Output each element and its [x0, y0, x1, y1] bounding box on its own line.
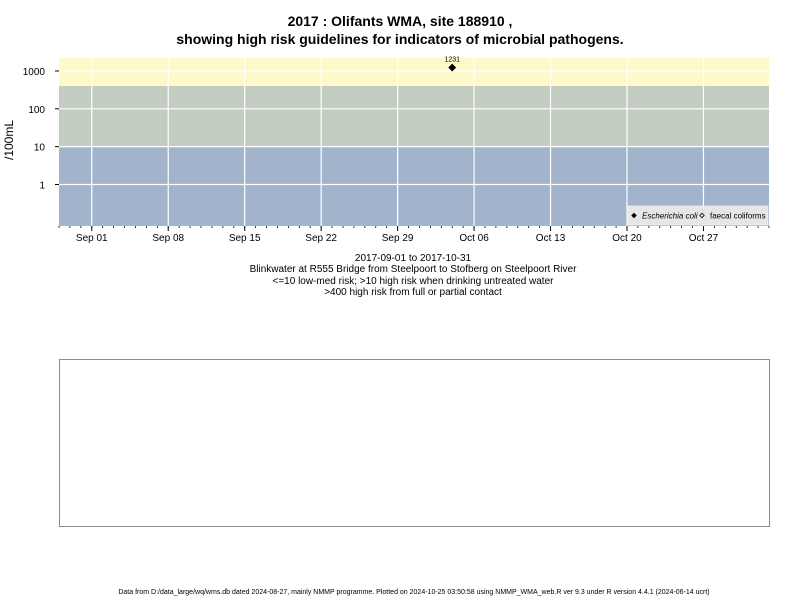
x-tick-label-5: Oct 06 [459, 233, 489, 244]
legend-marker-1 [699, 212, 705, 219]
contact-risk-note: >400 high risk from full or partial cont… [324, 287, 502, 298]
legend-box [627, 205, 769, 226]
date-range-label: 2017-09-01 to 2017-10-31 [354, 253, 472, 264]
risk-band-1 [59, 86, 769, 147]
data-label-s0-0: 1231 [444, 57, 460, 64]
x-tick-label-3: Sep 22 [305, 233, 337, 244]
risk-band-2 [59, 58, 769, 87]
x-tick-label-2: Sep 15 [229, 233, 261, 244]
y-tick-label-0: 1 [39, 180, 45, 191]
legend-label-0: Escherichia coli [642, 212, 698, 221]
y-tick-label-1: 10 [34, 143, 46, 154]
drinking-risk-note: <=10 low-med risk; >10 high risk when dr… [272, 276, 554, 287]
site-description: Blinkwater at R555 Bridge from Steelpoor… [249, 264, 577, 275]
y-tick-label-2: 100 [28, 105, 45, 116]
legend-marker-0 [631, 212, 637, 219]
data-source-footnote: Data from D:/data_large/wq/wms.db dated … [118, 589, 710, 596]
chart-title-line2: showing high risk guidelines for indicat… [176, 31, 624, 47]
x-tick-label-8: Oct 27 [689, 233, 719, 244]
x-tick-label-6: Oct 13 [536, 233, 566, 244]
y-axis-label: /100mL [2, 120, 16, 160]
x-tick-label-7: Oct 20 [612, 233, 642, 244]
data-point-s0-0 [448, 63, 457, 72]
y-tick-label-3: 1000 [23, 67, 46, 78]
chart-title-line1: 2017 : Olifants WMA, site 188910 , [287, 13, 513, 29]
empty-plot-panel [59, 359, 770, 527]
legend-label-1: faecal coliforms [710, 212, 766, 221]
x-tick-label-0: Sep 01 [76, 233, 108, 244]
x-tick-label-1: Sep 08 [152, 233, 184, 244]
x-tick-label-4: Sep 29 [382, 233, 414, 244]
